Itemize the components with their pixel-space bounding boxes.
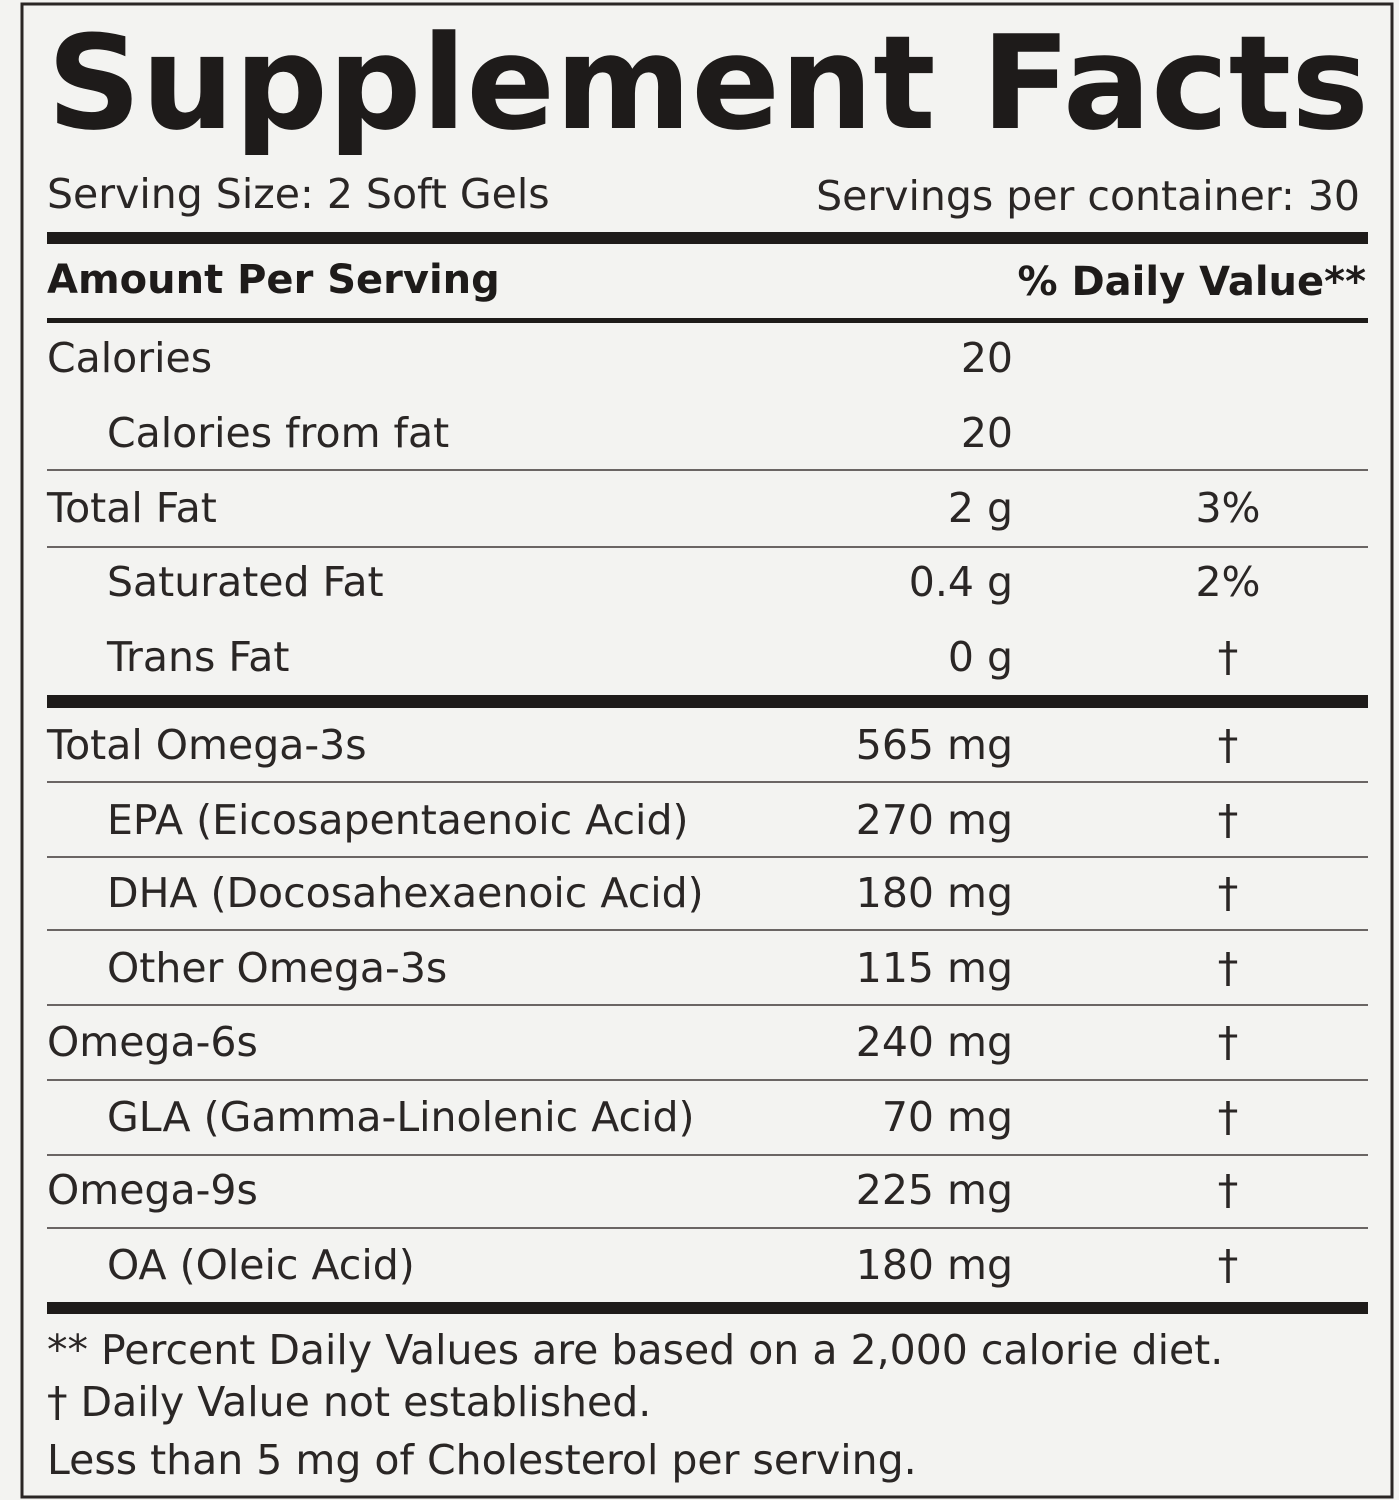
servings-per-container: Servings per container: 30 [816,172,1360,220]
rule-thick [47,695,1368,708]
daily-value: † [1218,1093,1239,1141]
amount-header: Amount Per Serving [47,257,500,303]
daily-value: † [1218,944,1239,992]
daily-value: 3% [1195,484,1260,532]
nutrient-label: Omega-9s [47,1166,258,1214]
footnote: Less than 5 mg of Cholesterol per servin… [47,1436,917,1484]
nutrient-label: Saturated Fat [107,558,384,606]
nutrient-label: Total Fat [46,484,217,532]
title: Supplement Facts [47,7,1369,159]
daily-value: † [1218,796,1239,844]
nutrient-label: Total Omega-3s [46,721,367,769]
nutrient-amount: 2 g [948,484,1013,532]
nutrient-label: DHA (Docosahexaenoic Acid) [107,869,704,917]
border [20,2,1394,1499]
rule-medium [47,318,1368,323]
footnote: ** Percent Daily Values are based on a 2… [47,1326,1223,1374]
nutrient-amount: 565 mg [856,721,1013,769]
rule-thick [47,1302,1368,1314]
nutrient-amount: 240 mg [856,1018,1013,1066]
nutrient-amount: 180 mg [856,1241,1013,1289]
nutrient-amount: 115 mg [856,944,1013,992]
nutrient-label: Omega-6s [47,1018,258,1066]
nutrient-label: Other Omega-3s [107,944,447,992]
footnote: † Daily Value not established. [47,1378,651,1426]
daily-value: † [1218,633,1239,681]
nutrient-amount: 20 [961,334,1013,382]
serving-size: Serving Size: 2 Soft Gels [47,170,550,218]
nutrient-amount: 0.4 g [909,558,1013,606]
daily-value: † [1218,1241,1239,1289]
nutrient-label: EPA (Eicosapentaenoic Acid) [107,796,688,844]
nutrient-amount: 0 g [948,633,1013,681]
nutrient-amount: 225 mg [856,1166,1013,1214]
nutrient-label: Calories from fat [107,409,449,457]
daily-value: † [1218,721,1239,769]
daily-value: † [1218,869,1239,917]
nutrient-label: Trans Fat [106,633,289,681]
daily-value: † [1218,1166,1239,1214]
daily-value-header: % Daily Value** [1017,259,1366,305]
nutrient-label: Calories [47,334,212,382]
nutrient-label: GLA (Gamma-Linolenic Acid) [107,1093,694,1141]
nutrient-amount: 270 mg [856,796,1013,844]
nutrient-amount: 70 mg [882,1093,1013,1141]
nutrient-label: OA (Oleic Acid) [107,1241,415,1289]
nutrient-amount: 180 mg [856,869,1013,917]
nutrient-amount: 20 [961,409,1013,457]
daily-value: † [1218,1018,1239,1066]
daily-value: 2% [1195,558,1260,606]
rule-thick [47,232,1368,244]
